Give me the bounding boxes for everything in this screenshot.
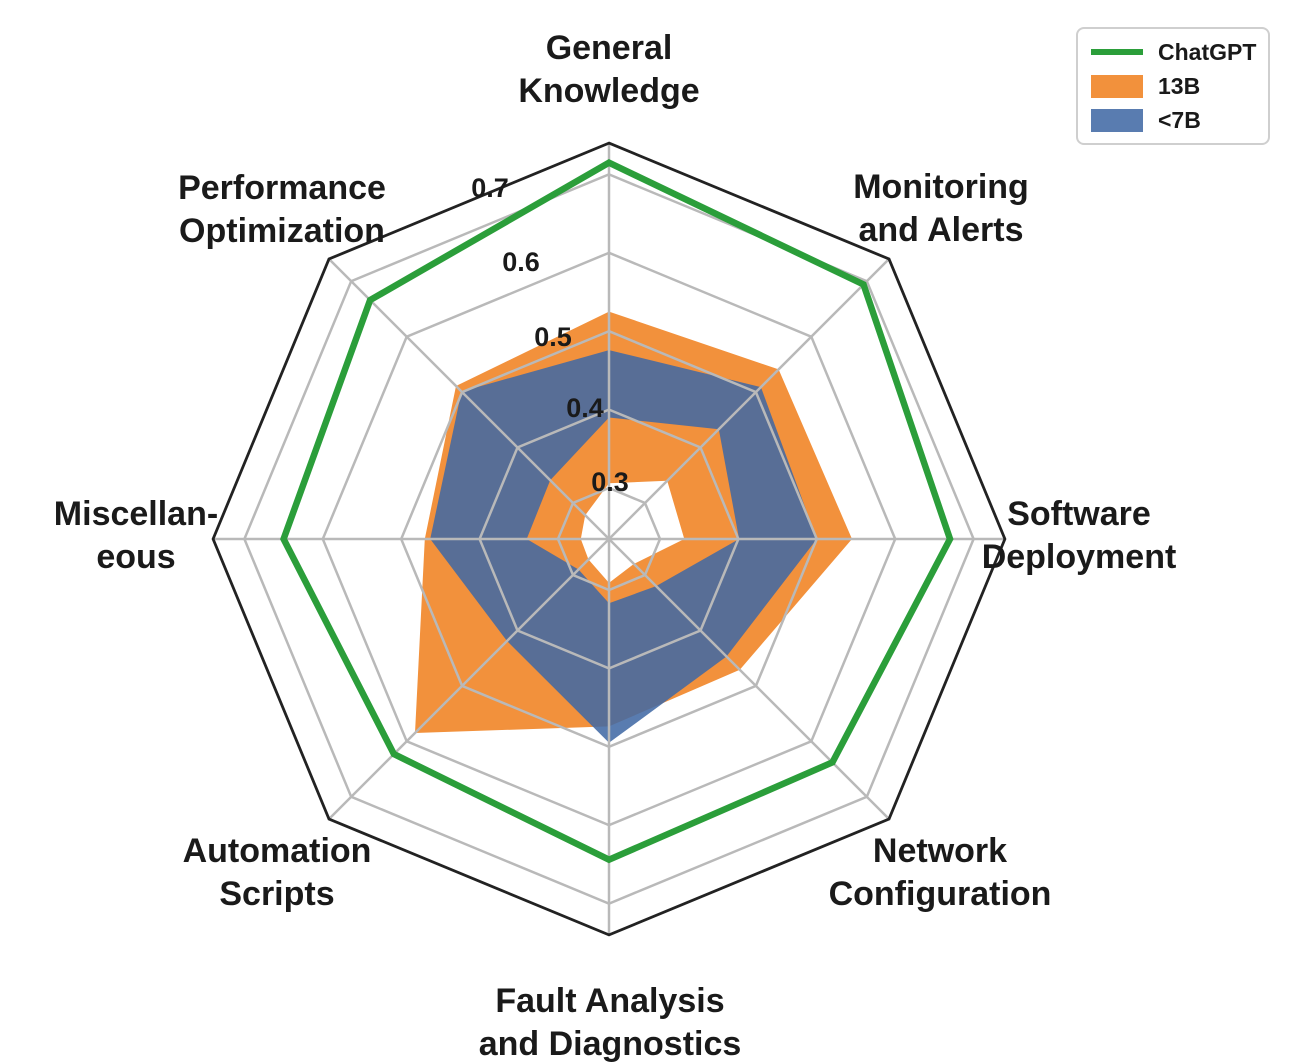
legend-swatch-13b-patch bbox=[1091, 74, 1143, 98]
axis-spoke bbox=[328, 538, 610, 820]
legend-label-13b: 13B bbox=[1158, 72, 1201, 99]
radial-tick-label: 0.6 bbox=[502, 247, 540, 277]
radial-tick-label: 0.3 bbox=[591, 467, 629, 497]
outer-frame bbox=[211, 141, 1007, 937]
category-label-0: General Knowledge bbox=[518, 29, 699, 110]
legend-swatch-7b-patch bbox=[1091, 108, 1143, 132]
series-chatgpt-line bbox=[280, 159, 954, 864]
radial-tick-label: 0.5 bbox=[534, 322, 572, 352]
radial-tick-label: 0.7 bbox=[471, 173, 509, 203]
category-label-6: Miscellan-eous bbox=[54, 495, 218, 576]
category-label-4: Fault Analysis and Diagnostics bbox=[479, 982, 742, 1062]
category-label-7: Performance Optimization bbox=[178, 169, 386, 250]
legend-item-13b: 13B bbox=[1091, 74, 1255, 98]
axis-spoke bbox=[328, 258, 610, 540]
series-7b-band bbox=[430, 350, 817, 743]
category-label-3: Network Configuration bbox=[829, 832, 1052, 913]
radial-tick-label: 0.4 bbox=[566, 393, 604, 423]
category-label-5: Automation Scripts bbox=[183, 832, 372, 913]
legend-swatch-chatgpt-line bbox=[1091, 49, 1143, 55]
axis-spoke bbox=[608, 538, 890, 820]
legend-item-chatgpt: ChatGPT bbox=[1091, 38, 1257, 65]
legend-label-chatgpt: ChatGPT bbox=[1158, 38, 1257, 65]
axis-spoke bbox=[608, 258, 890, 540]
category-label-1: Monitoring and Alerts bbox=[853, 168, 1029, 249]
category-label-2: Software Deployment bbox=[982, 495, 1177, 576]
legend-label-7b: <7B bbox=[1158, 106, 1201, 133]
legend: ChatGPT 13B <7B bbox=[1076, 27, 1270, 145]
legend-item-7b: <7B bbox=[1091, 108, 1255, 132]
